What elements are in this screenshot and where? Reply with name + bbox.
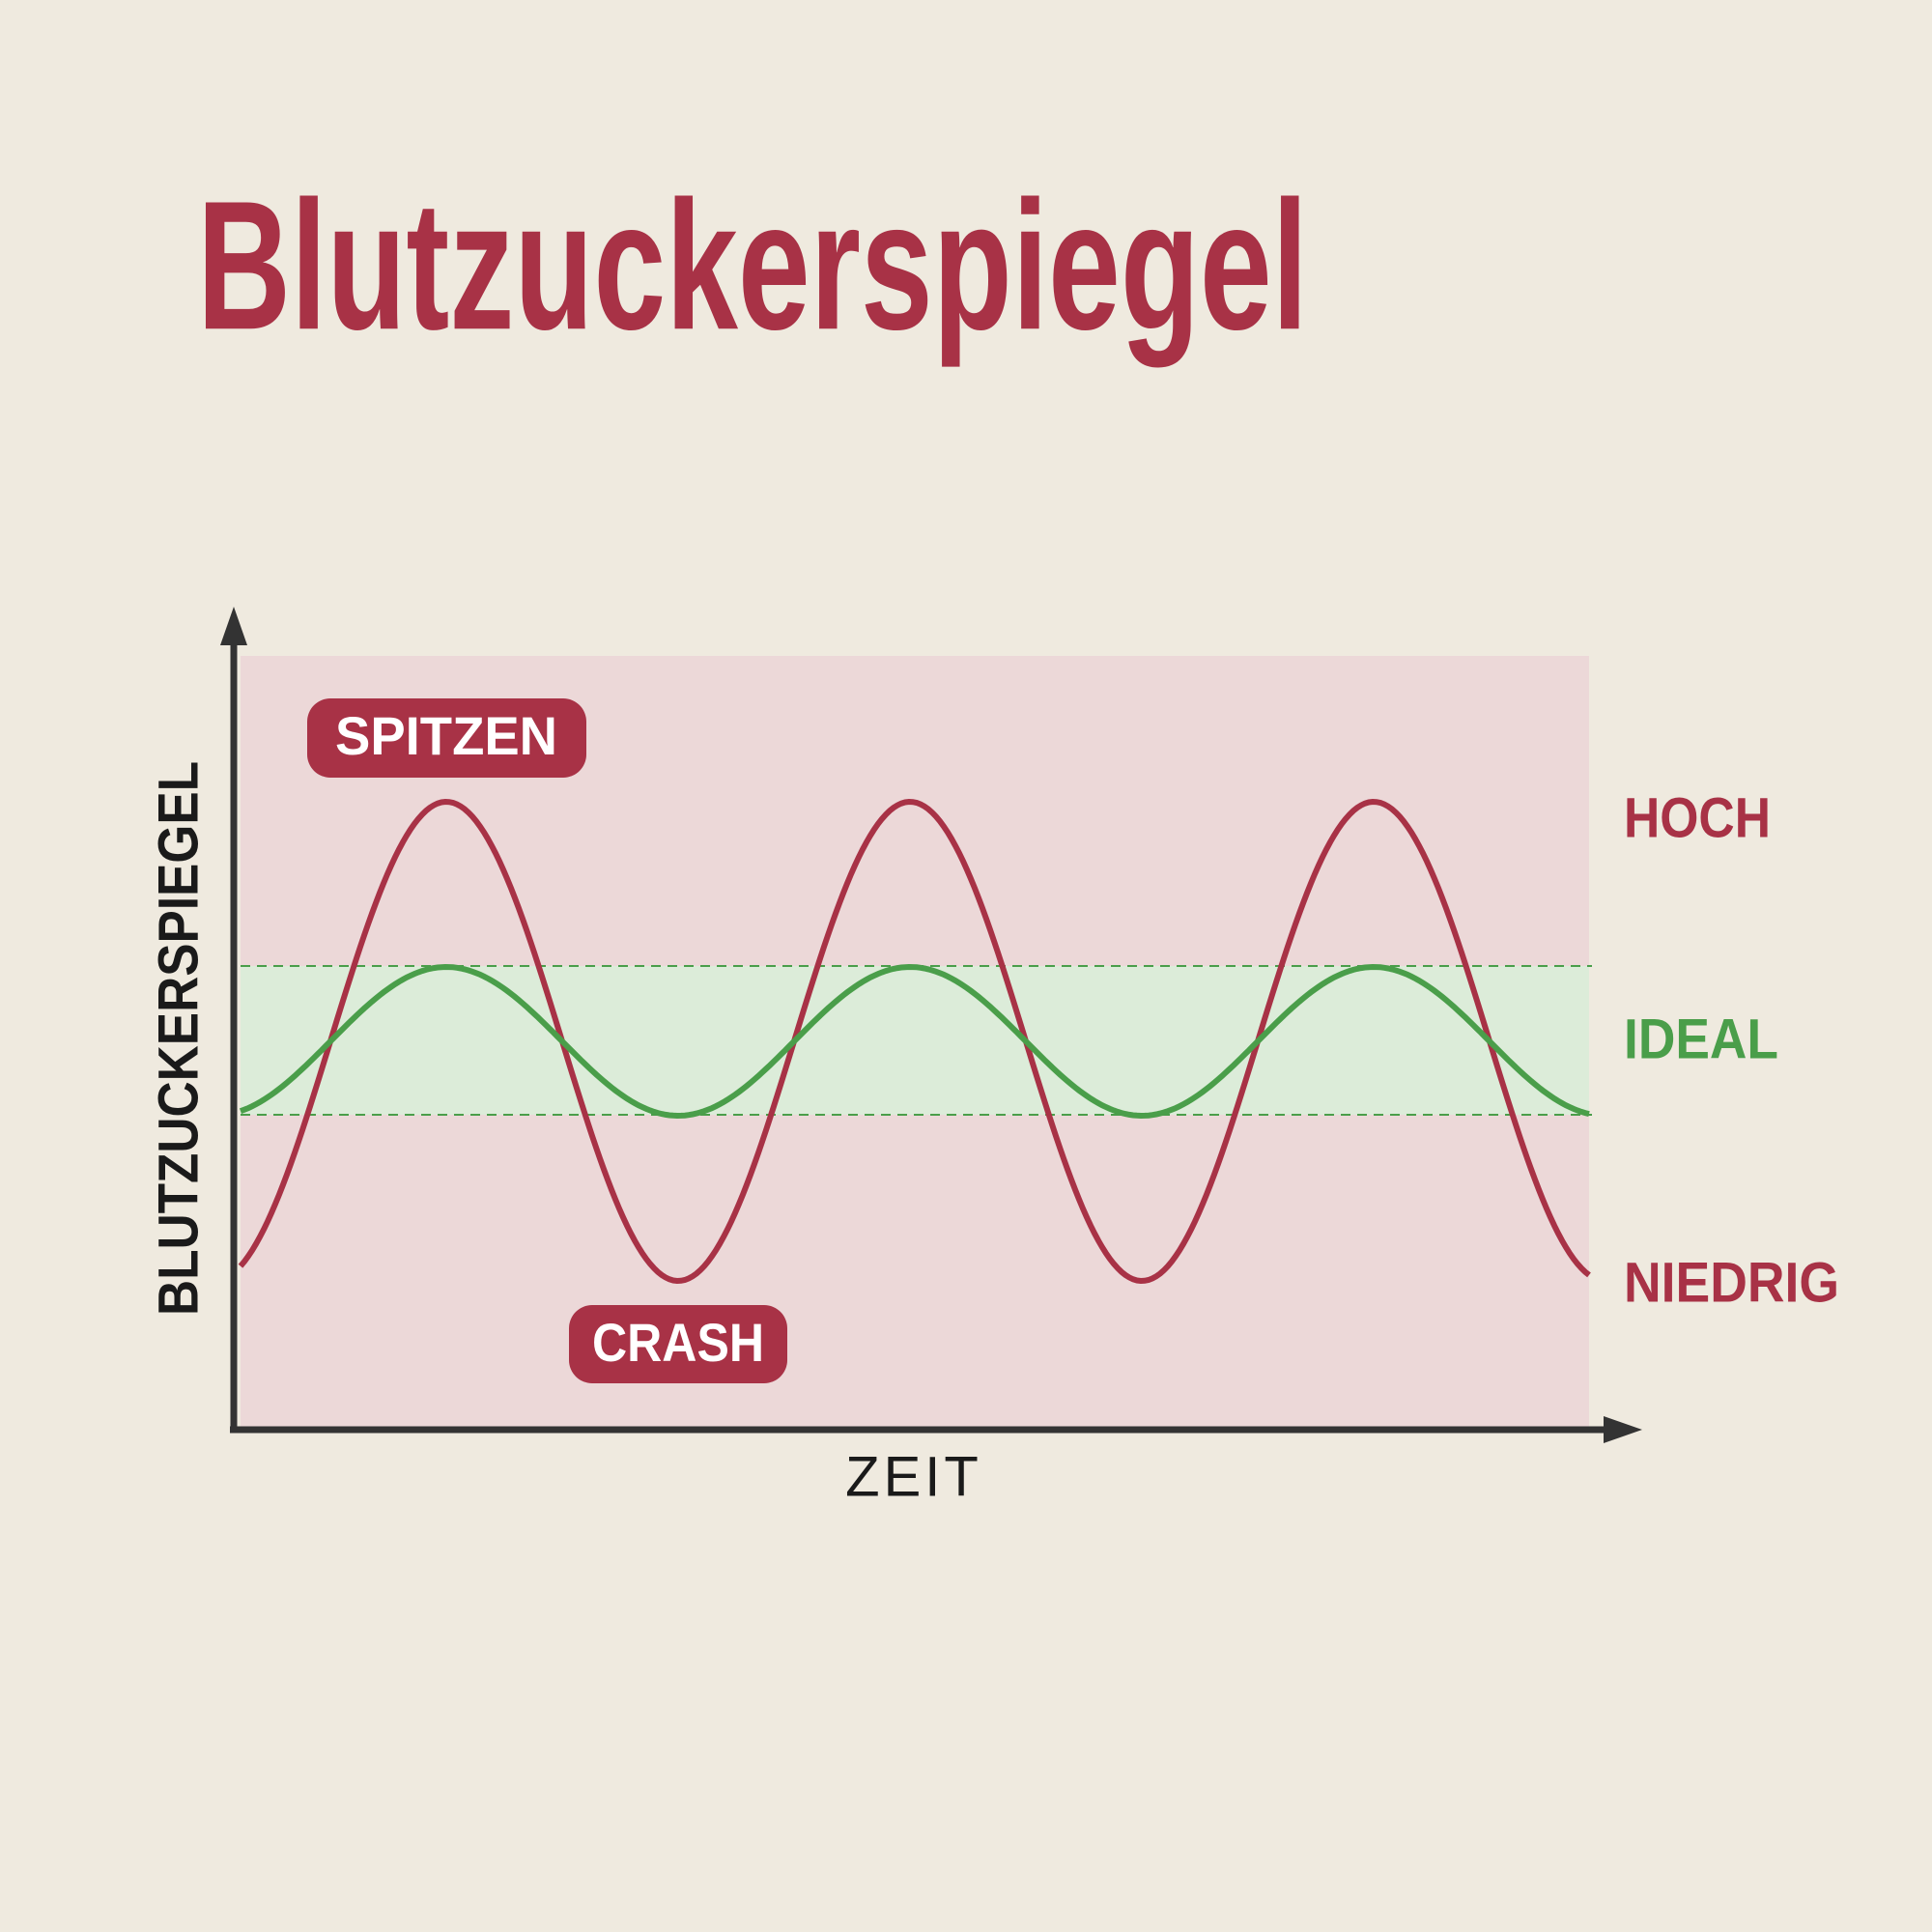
ideal-band — [241, 966, 1589, 1115]
level-ideal: IDEAL — [1624, 1008, 1778, 1070]
y-axis-arrow — [220, 607, 247, 645]
peaks-label: SPITZEN — [335, 705, 557, 766]
level-high: HOCH — [1624, 786, 1771, 849]
crash-label: CRASH — [592, 1312, 764, 1373]
level-low: NIEDRIG — [1624, 1251, 1839, 1314]
peaks-badge — [307, 698, 586, 778]
title: Blutzuckerspiegel — [197, 163, 1308, 368]
stable-curve — [239, 963, 1590, 1120]
unstable-curve — [238, 798, 1591, 1285]
x-axis-label: ZEIT — [845, 1445, 982, 1508]
y-axis-label: BLUTZUCKERSPIEGEL — [147, 761, 210, 1316]
crash-badge — [569, 1305, 787, 1383]
x-axis-arrow — [1604, 1416, 1642, 1443]
